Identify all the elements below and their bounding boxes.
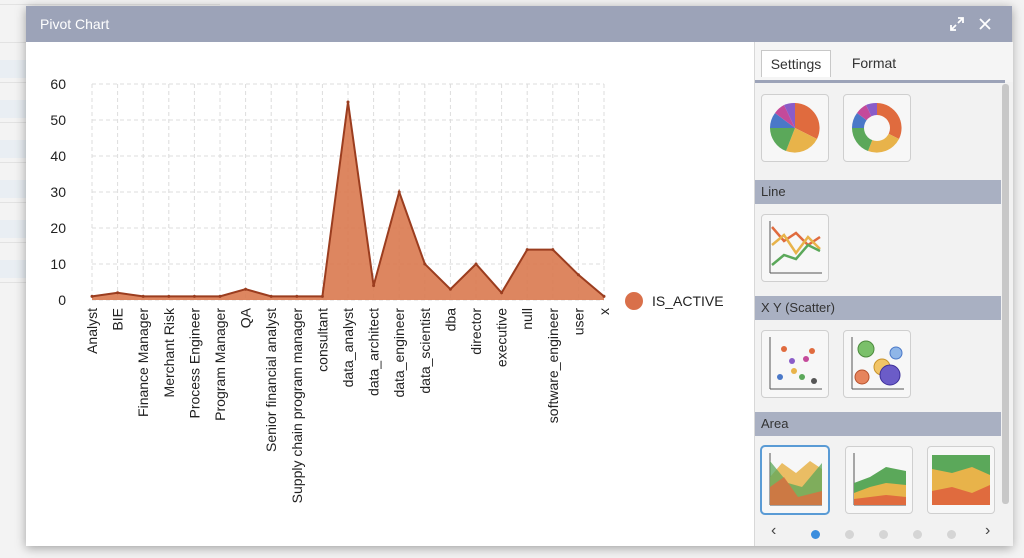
pager-dot-2[interactable]	[845, 530, 854, 539]
data-point	[576, 273, 580, 277]
chevron-right-icon[interactable]: ›	[985, 522, 991, 539]
data-point	[551, 248, 555, 252]
pager-dot-4[interactable]	[913, 530, 922, 539]
panel-tabs: Settings Format	[755, 42, 1013, 83]
data-point	[397, 190, 401, 194]
tab-settings[interactable]: Settings	[761, 50, 831, 77]
x-tick-label: data_analyst	[340, 308, 356, 388]
percent-area-chart-icon	[932, 455, 990, 505]
x-tick-label: consultant	[314, 308, 330, 372]
dialog-titlebar[interactable]: Pivot Chart	[26, 6, 1012, 42]
area-chart: 0 10 20 30 40 50 60 Analyst BIE Finance Manager Me…	[50, 76, 724, 504]
data-point	[269, 294, 273, 298]
data-point	[500, 291, 504, 295]
x-tick-label: Analyst	[84, 308, 100, 354]
section-area: Area	[755, 412, 1001, 436]
chevron-left-icon[interactable]: ‹	[771, 522, 777, 539]
pie-chart-icon	[770, 102, 820, 153]
chart-area: 0 10 20 30 40 50 60 Analyst BIE Finance Manager Me…	[26, 42, 754, 546]
area-chart-icon	[769, 453, 822, 506]
data-point	[448, 287, 452, 291]
percent-area-chart-option[interactable]	[927, 446, 995, 514]
data-point	[244, 287, 248, 291]
x-tick-label: data_scientist	[417, 308, 433, 394]
y-tick-label: 10	[50, 256, 66, 272]
data-point	[295, 294, 299, 298]
expand-icon[interactable]	[948, 15, 966, 33]
close-icon[interactable]	[976, 15, 994, 33]
pager-dot-5[interactable]	[947, 530, 956, 539]
x-tick-label: Merchant Risk	[161, 307, 177, 397]
scatter-chart-icon	[769, 337, 822, 390]
x-tick-label: BIE	[110, 308, 126, 331]
y-tick-label: 20	[50, 220, 66, 236]
legend-label: IS_ACTIVE	[652, 293, 724, 309]
data-point	[525, 248, 529, 252]
donut-chart-option[interactable]	[843, 94, 911, 162]
y-tick-label: 60	[50, 76, 66, 92]
legend-marker	[625, 292, 643, 310]
series-area-is-active	[92, 102, 604, 300]
donut-chart-icon	[852, 102, 902, 153]
gallery-pager: ‹ ›	[755, 520, 1013, 546]
y-tick-label: 40	[50, 148, 66, 164]
dialog-title: Pivot Chart	[40, 16, 110, 32]
x-tick-label: dba	[442, 308, 458, 332]
bubble-chart-option[interactable]	[843, 330, 911, 398]
x-tick-label: Supply chain program manager	[289, 308, 305, 504]
data-point	[141, 294, 145, 298]
y-tick-label: 30	[50, 184, 66, 200]
y-tick-label: 0	[58, 292, 66, 308]
x-tick-label: executive	[494, 308, 510, 367]
tabs-divider	[755, 80, 1005, 83]
pie-chart-option[interactable]	[761, 94, 829, 162]
x-tick-label: QA	[238, 307, 254, 328]
scatter-chart-option[interactable]	[761, 330, 829, 398]
data-point	[474, 262, 478, 266]
data-point	[167, 294, 171, 298]
data-point	[320, 294, 324, 298]
x-tick-label: Finance Manager	[135, 308, 151, 417]
data-point	[602, 294, 606, 298]
line-chart-option[interactable]	[761, 214, 829, 282]
x-tick-label: data_engineer	[391, 308, 407, 398]
x-tick-label: null	[519, 308, 535, 330]
pager-dot-3[interactable]	[879, 530, 888, 539]
x-tick-label: data_architect	[366, 308, 382, 396]
settings-panel: Settings Format	[754, 42, 1013, 546]
x-tick-label: director	[468, 308, 484, 355]
y-tick-label: 50	[50, 112, 66, 128]
area-chart-option[interactable]	[761, 446, 829, 514]
x-tick-label: Senior financial analyst	[263, 308, 279, 452]
x-tick-label: software_engineer	[545, 308, 561, 424]
bubble-chart-icon	[851, 337, 904, 390]
data-point	[116, 291, 120, 295]
data-point	[218, 294, 222, 298]
data-point	[423, 262, 427, 266]
data-point	[372, 284, 376, 288]
data-point	[90, 294, 94, 298]
section-scatter: X Y (Scatter)	[755, 296, 1001, 320]
x-tick-label: Program Manager	[212, 308, 228, 421]
line-chart-icon	[769, 221, 822, 274]
panel-scrollbar[interactable]	[1002, 84, 1009, 504]
section-line: Line	[755, 180, 1001, 204]
x-tick-label: user	[570, 308, 586, 336]
x-tick-label: x	[596, 308, 612, 315]
stacked-area-chart-icon	[853, 453, 906, 506]
stacked-area-chart-option[interactable]	[845, 446, 913, 514]
pivot-chart-dialog: Pivot Chart 0 10 20 30 40 50 60 Analyst BIE Finan…	[26, 6, 1013, 546]
tab-format[interactable]: Format	[851, 55, 897, 71]
pager-dot-1[interactable]	[811, 530, 820, 539]
x-tick-label: Process Engineer	[186, 308, 202, 419]
data-point	[346, 100, 350, 104]
data-point	[192, 294, 196, 298]
